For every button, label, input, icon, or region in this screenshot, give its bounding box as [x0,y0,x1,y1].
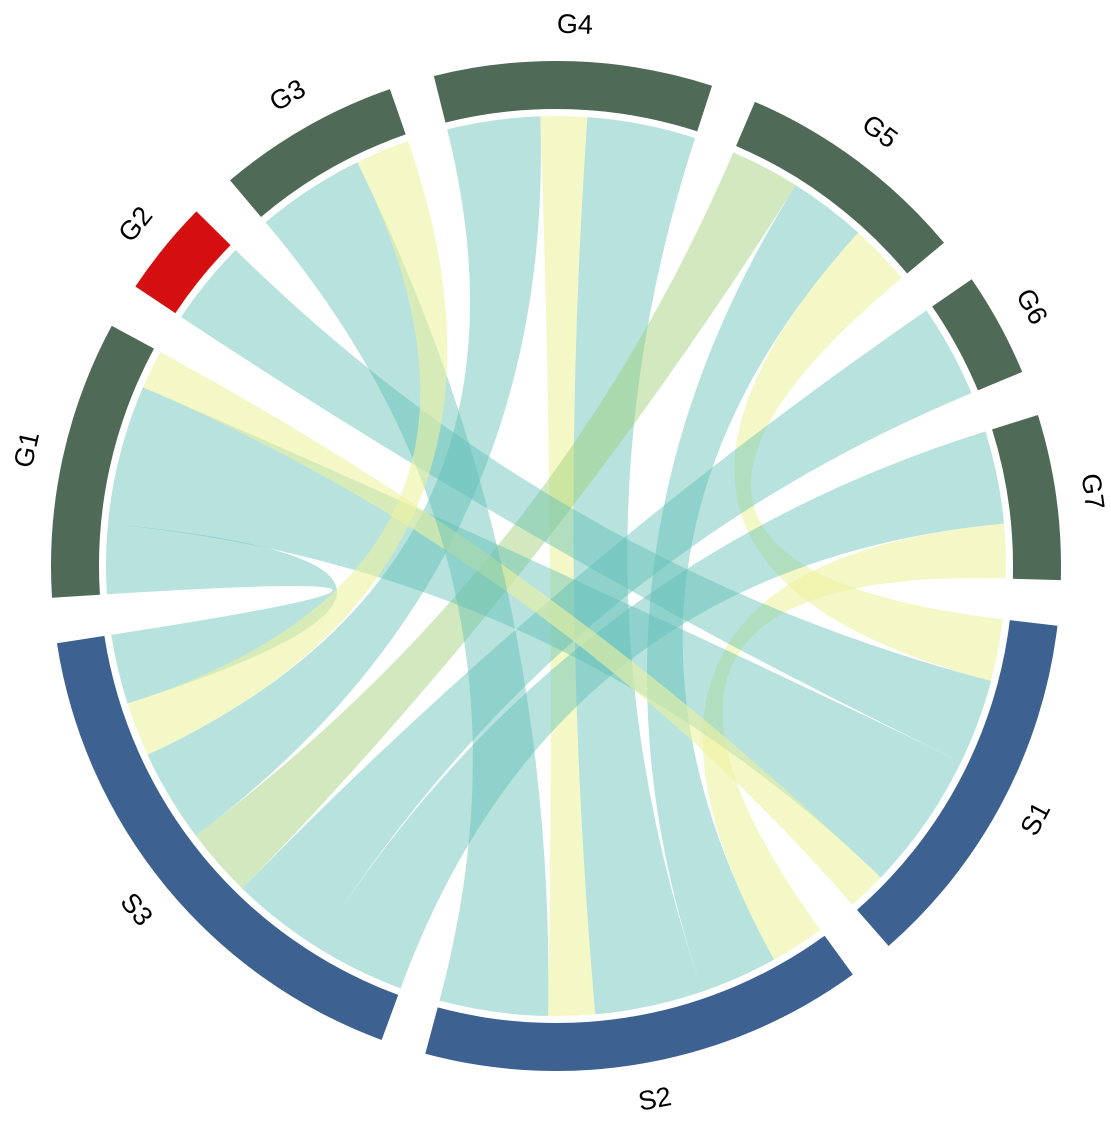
sector-arc-G7 [992,414,1061,581]
sector-label-S2: S2 [636,1081,674,1117]
ribbon-G4-S2 [540,115,596,1016]
sector-label-G1: G1 [8,429,45,471]
sector-arc-S2 [425,935,853,1071]
ribbon-G1-S1 [143,351,881,905]
sector-arc-G3 [230,89,406,217]
ribbon-G3-S2 [265,162,549,1016]
sector-label-G5: G5 [856,109,903,155]
ribbon-G7-S3 [316,431,1005,989]
ribbon-G5-S1 [734,232,1003,681]
sector-arc-S1 [857,620,1058,946]
ribbon-G7-S2 [702,523,1006,960]
ribbon-G5-S3 [195,152,796,889]
sector-label-S1: S1 [1014,797,1056,840]
ribbon-G5-S2 [646,185,859,992]
sector-arc-G5 [736,101,944,274]
ribbon-G6-S3 [242,310,972,947]
sector-arc-G4 [433,61,713,132]
ribbon-G2-S1 [181,250,992,762]
sector-label-G4: G4 [556,9,593,40]
sector-arc-G6 [932,279,1023,391]
sector-arc-G2 [135,211,231,314]
ribbon-G4-S2 [573,117,703,1015]
sector-arc-S3 [56,635,399,1040]
ribbon-G3-S3 [127,141,448,755]
sector-arc-G1 [51,325,154,598]
sector-label-S3: S3 [115,887,159,932]
ribbon-G1-S1 [108,387,962,878]
sector-label-G3: G3 [264,73,310,117]
ribbon-G4-S3 [147,116,541,836]
ribbon-G1-S3 [106,523,337,704]
sector-label-G2: G2 [112,201,158,248]
sector-label-G6: G6 [1010,284,1054,330]
sector-label-G7: G7 [1076,472,1111,512]
